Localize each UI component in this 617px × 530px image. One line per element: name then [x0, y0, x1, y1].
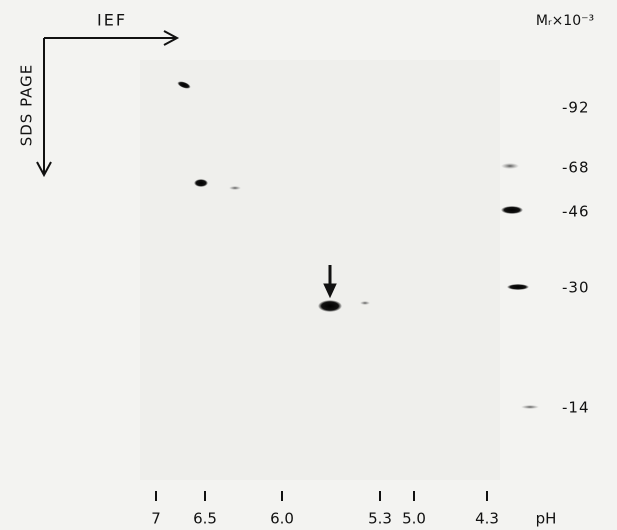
mw-marker-label: -14 [562, 399, 590, 417]
mw-markers: -92 -68 -46 -30 -14 [562, 99, 590, 417]
spot-arrow [323, 265, 337, 299]
marker-unit: Mᵣ×10⁻³ [536, 13, 594, 29]
mw-marker-label: -92 [562, 99, 590, 117]
ph-tick-label: 6.0 [270, 510, 294, 528]
ph-label: pH [536, 510, 557, 528]
ph-tick-label: 4.3 [475, 510, 499, 528]
mw-marker-label: -68 [562, 159, 590, 177]
mw-marker-label: -30 [562, 279, 590, 297]
ph-tick-label: 7 [151, 510, 161, 528]
mw-marker-label: -46 [562, 203, 590, 221]
sds-page-label: SDS PAGE [18, 64, 36, 147]
ph-scale: 7 6.5 6.0 5.3 5.0 4.3 [151, 491, 499, 528]
ph-tick-label: 6.5 [193, 510, 217, 528]
ph-tick-label: 5.0 [402, 510, 426, 528]
direction-arrows [36, 30, 180, 178]
ph-tick-label: 5.3 [368, 510, 392, 528]
ief-label: IEF [97, 11, 127, 30]
gel-area [140, 60, 500, 480]
protein-spots [177, 81, 539, 409]
